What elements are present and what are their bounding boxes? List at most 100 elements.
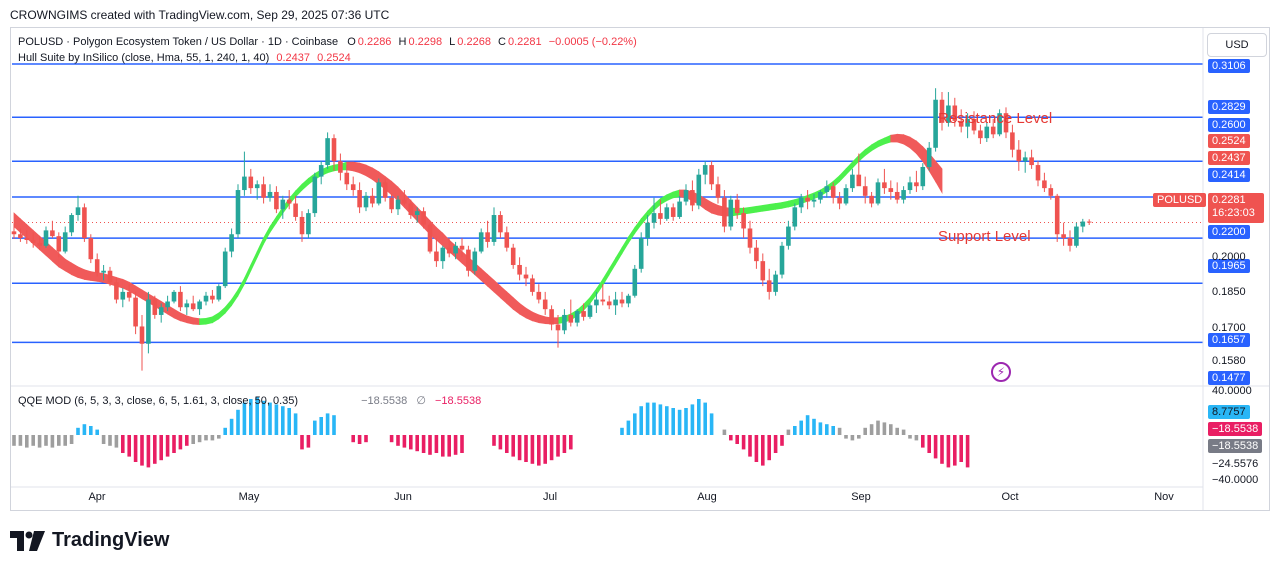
candle-body: [798, 197, 804, 208]
hull-segment: [263, 225, 271, 246]
x-axis-tick-label: Nov: [1154, 491, 1174, 503]
qqe-bar: [844, 435, 848, 439]
hull-segment: [192, 317, 201, 325]
qqe-bar: [82, 424, 87, 435]
hull-segment: [596, 278, 604, 297]
qqe-bar: [901, 429, 906, 435]
hull-segment: [877, 137, 885, 148]
candle-body: [530, 278, 535, 292]
candle-body: [914, 182, 919, 187]
candle-body: [210, 295, 215, 300]
qqe-bar: [741, 435, 746, 450]
candle-body: [75, 207, 81, 216]
candle-body: [491, 215, 497, 242]
qqe-bar: [703, 402, 707, 435]
hull-segment: [179, 312, 188, 324]
candle-body: [293, 203, 298, 217]
level-price-label: 0.1477: [1208, 371, 1250, 385]
candle-body: [114, 282, 119, 300]
candle-body: [101, 270, 106, 273]
candle-body: [1016, 149, 1022, 162]
qqe-bar: [325, 413, 330, 435]
hull-segment: [896, 133, 904, 145]
qqe-bar: [249, 399, 253, 435]
candle-body: [517, 264, 522, 275]
candle-body: [722, 197, 727, 227]
level-price-label: 0.2200: [1208, 225, 1250, 239]
qqe-bar: [767, 435, 771, 461]
qqe-bar: [261, 400, 266, 435]
hull-segment: [205, 316, 213, 325]
qqe-bar: [255, 397, 259, 435]
hull-segment: [628, 226, 636, 245]
qqe-bar: [505, 435, 509, 453]
candle-body: [946, 105, 951, 123]
qqe-value-2: −18.5538: [435, 395, 482, 407]
candle-body: [11, 231, 17, 235]
qqe-bar: [57, 435, 61, 446]
hull-segment: [275, 206, 284, 225]
x-axis: Apr May Jun Jul Aug Sep Oct Nov: [11, 28, 1269, 510]
qqe-bar: [569, 435, 573, 450]
qqe-bar: [709, 413, 714, 435]
hull-segment: [762, 203, 770, 212]
candle-body: [88, 238, 94, 260]
candle-body: [280, 199, 286, 210]
candle-body: [990, 126, 996, 135]
candle-body: [709, 165, 714, 185]
hull-segment: [871, 140, 879, 152]
candle-body: [306, 213, 311, 235]
hull-segment: [77, 266, 85, 280]
x-axis-tick-label: Jul: [543, 491, 557, 503]
qqe-bar: [722, 429, 727, 435]
qqe-bar: [18, 435, 23, 446]
candle-body: [779, 245, 785, 275]
qqe-bar: [95, 429, 99, 435]
hull-segment: [435, 226, 444, 247]
candle-body: [158, 307, 164, 315]
low-label: L: [449, 36, 456, 48]
support-annotation: Support Level: [938, 228, 1031, 245]
candle-body: [837, 197, 842, 204]
qqe-bar: [101, 435, 106, 444]
hull-segment: [525, 307, 533, 322]
qqe-bar: [684, 408, 688, 435]
candle-body: [146, 299, 151, 344]
currency-selector[interactable]: USD: [1207, 33, 1267, 57]
qqe-bar: [537, 435, 541, 466]
lightning-icon[interactable]: ⚡: [991, 362, 1011, 382]
qqe-bar: [415, 435, 419, 452]
candle-body: [184, 303, 190, 308]
candle-body: [510, 247, 516, 265]
hull-segment: [743, 206, 751, 215]
qqe-bar: [12, 435, 16, 446]
candle-body: [197, 301, 202, 310]
close-value: 0.2281: [507, 36, 542, 48]
qqe-bar: [786, 429, 791, 435]
candle-body: [568, 314, 574, 323]
candle-body: [325, 138, 330, 166]
annotations: Resistance Level Support Level: [938, 110, 1052, 245]
qqe-bar: [229, 418, 234, 435]
candle-body: [747, 228, 753, 248]
hull-segment: [775, 202, 783, 210]
close-label: C: [498, 36, 506, 48]
qqe-bar: [690, 404, 695, 435]
hull-segment: [352, 161, 361, 174]
qqe-bar: [165, 435, 170, 457]
qqe-bar: [402, 435, 407, 448]
qqe-bar: [364, 435, 368, 443]
candle-body: [107, 270, 113, 283]
hull-segment: [884, 134, 892, 145]
candle-body: [395, 199, 401, 210]
candle-body: [786, 226, 791, 246]
candle-body: [62, 232, 68, 252]
candle-body: [741, 213, 746, 229]
hull-segment: [224, 298, 233, 315]
candle-body: [562, 314, 567, 331]
qqe-bar: [671, 408, 675, 435]
qqe-bar: [831, 426, 835, 435]
hull-value-1: 0.2437: [276, 52, 311, 64]
qqe-bar: [306, 435, 311, 448]
